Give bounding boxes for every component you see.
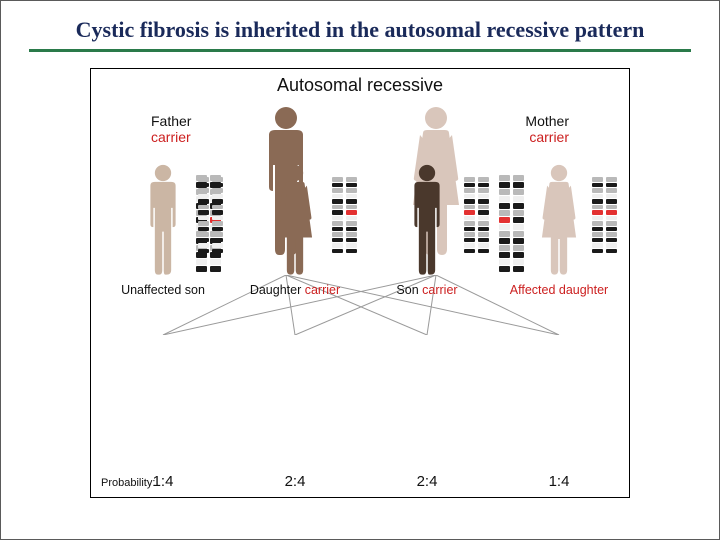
child-4-label: Affected daughter xyxy=(495,283,623,297)
mother-chromosomes xyxy=(499,175,524,272)
female-icon xyxy=(536,163,582,275)
figure-title: Autosomal recessive xyxy=(91,75,629,96)
prob-3: 2:4 xyxy=(363,473,491,490)
prob-4: 1:4 xyxy=(495,473,623,490)
female-icon xyxy=(272,163,318,275)
child-4-chromosomes xyxy=(592,177,617,253)
male-icon xyxy=(404,163,450,275)
page-title: Cystic fibrosis is inherited in the auto… xyxy=(29,17,691,49)
title-rule xyxy=(29,49,691,52)
child-3-chromosomes xyxy=(464,177,489,253)
prob-1: 1:4 xyxy=(99,473,227,490)
probability-row: 1:4 2:4 2:4 1:4 xyxy=(91,473,629,491)
child-2-label: Daughter carrier xyxy=(231,283,359,297)
male-icon xyxy=(140,163,186,275)
child-3-label: Son carrier xyxy=(363,283,491,297)
child-1-chromosomes xyxy=(198,177,223,253)
child-row: Unaffected son Daughter carrier Son carr… xyxy=(91,297,629,467)
slide: Cystic fibrosis is inherited in the auto… xyxy=(0,0,720,540)
child-1-label: Unaffected son xyxy=(99,283,227,297)
inheritance-figure: Autosomal recessive Father carrier Mothe… xyxy=(90,68,630,498)
prob-2: 2:4 xyxy=(231,473,359,490)
child-2-chromosomes xyxy=(332,177,357,253)
